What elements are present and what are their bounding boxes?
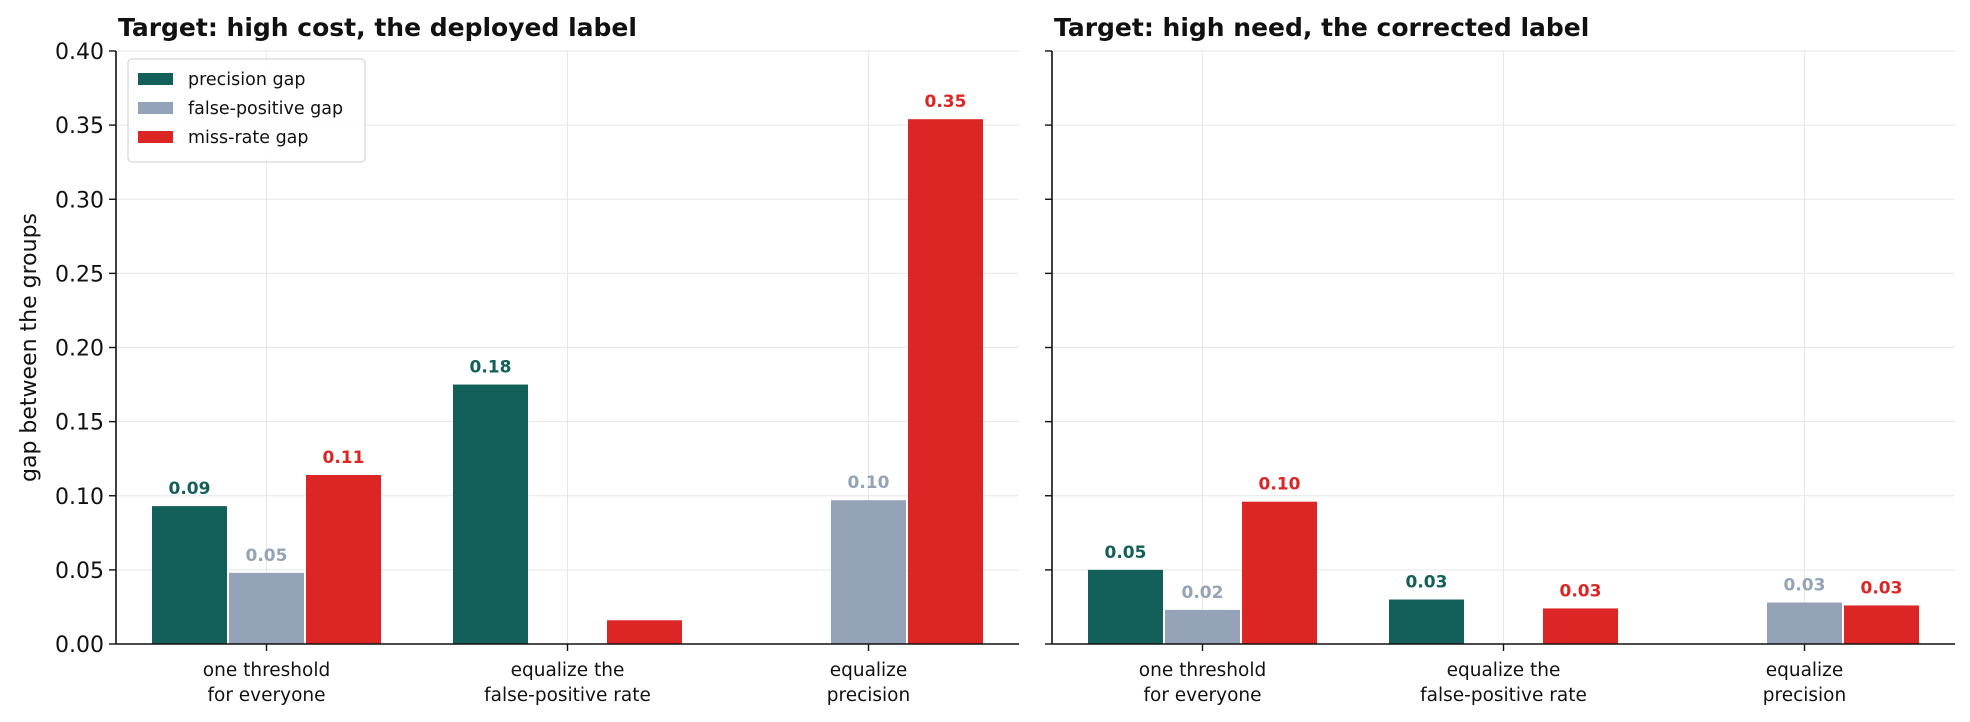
legend-swatch bbox=[138, 131, 173, 143]
bar-2-1 bbox=[1543, 608, 1618, 644]
x-tick-label: for everyone bbox=[1143, 685, 1261, 706]
data-label: 0.03 bbox=[1861, 578, 1903, 598]
chart-panel-2: 0.05 0.03 0.02 0.03 0.10 0.03 0.03 one threshol… bbox=[1045, 13, 1955, 706]
y-tick-label: 0.05 bbox=[55, 559, 104, 584]
bar-2-1 bbox=[607, 620, 682, 644]
x-tick-label: false-positive rate bbox=[1420, 685, 1587, 706]
bar-0-1 bbox=[453, 384, 528, 644]
data-label: 0.03 bbox=[1784, 575, 1826, 595]
data-label: 0.05 bbox=[246, 546, 288, 566]
panel-title: Target: high need, the corrected label bbox=[1054, 13, 1589, 42]
legend-label: miss-rate gap bbox=[188, 128, 309, 148]
legend-label: precision gap bbox=[188, 70, 305, 90]
y-tick-label: 0.30 bbox=[55, 188, 104, 213]
x-tick-label: precision bbox=[827, 685, 910, 706]
legend-swatch bbox=[138, 102, 173, 114]
bar-0-1 bbox=[1389, 599, 1464, 644]
data-label: 0.10 bbox=[1259, 475, 1301, 495]
x-tick-label: equalize bbox=[830, 660, 908, 681]
bar-2-2 bbox=[908, 119, 983, 644]
data-label: 0.05 bbox=[1105, 543, 1147, 563]
y-tick-label: 0.25 bbox=[55, 262, 104, 287]
legend: precision gap false-positive gap miss-rate… bbox=[127, 58, 366, 163]
bar-1-2 bbox=[831, 500, 906, 644]
data-label: 0.03 bbox=[1406, 573, 1448, 593]
x-tick-label: one threshold bbox=[203, 660, 330, 681]
legend-swatch bbox=[138, 73, 173, 85]
bar-2-0 bbox=[1242, 501, 1317, 644]
chart-panel-1: 0.09 0.18 0.05 0.10 0.11 0.35 0.00 0.05 0.10 0.15… bbox=[17, 13, 1019, 706]
bar-0-0 bbox=[1088, 569, 1163, 644]
x-tick-label: equalize the bbox=[511, 660, 625, 681]
y-tick-label: 0.40 bbox=[55, 40, 104, 65]
data-label: 0.09 bbox=[169, 479, 211, 499]
y-tick-label: 0.35 bbox=[55, 114, 104, 139]
y-tick-label: 0.15 bbox=[55, 411, 104, 436]
y-tick-label: 0.10 bbox=[55, 485, 104, 510]
data-label: 0.10 bbox=[848, 473, 890, 493]
bar-0-0 bbox=[152, 506, 227, 644]
y-tick-label: 0.20 bbox=[55, 337, 104, 362]
y-axis-label: gap between the groups bbox=[17, 213, 42, 482]
bar-1-2 bbox=[1767, 602, 1842, 644]
bar-1-0 bbox=[229, 572, 304, 644]
x-tick-label: one threshold bbox=[1139, 660, 1266, 681]
x-tick-label: precision bbox=[1763, 685, 1846, 706]
bar-1-0 bbox=[1165, 609, 1240, 644]
legend-label: false-positive gap bbox=[188, 99, 343, 119]
x-tick-label: for everyone bbox=[207, 685, 325, 706]
data-label: 0.35 bbox=[925, 92, 967, 112]
x-tick-label: false-positive rate bbox=[484, 685, 651, 706]
data-label: 0.11 bbox=[323, 448, 365, 468]
data-label: 0.03 bbox=[1560, 581, 1602, 601]
y-tick-label: 0.00 bbox=[55, 633, 104, 658]
x-tick-label: equalize the bbox=[1447, 660, 1561, 681]
bar-2-0 bbox=[306, 474, 381, 644]
legend-box bbox=[127, 58, 366, 163]
panel-title: Target: high cost, the deployed label bbox=[118, 13, 637, 42]
x-tick-label: equalize bbox=[1766, 660, 1844, 681]
bar-2-2 bbox=[1844, 605, 1919, 644]
data-label: 0.18 bbox=[470, 358, 512, 378]
data-label: 0.02 bbox=[1182, 583, 1224, 603]
